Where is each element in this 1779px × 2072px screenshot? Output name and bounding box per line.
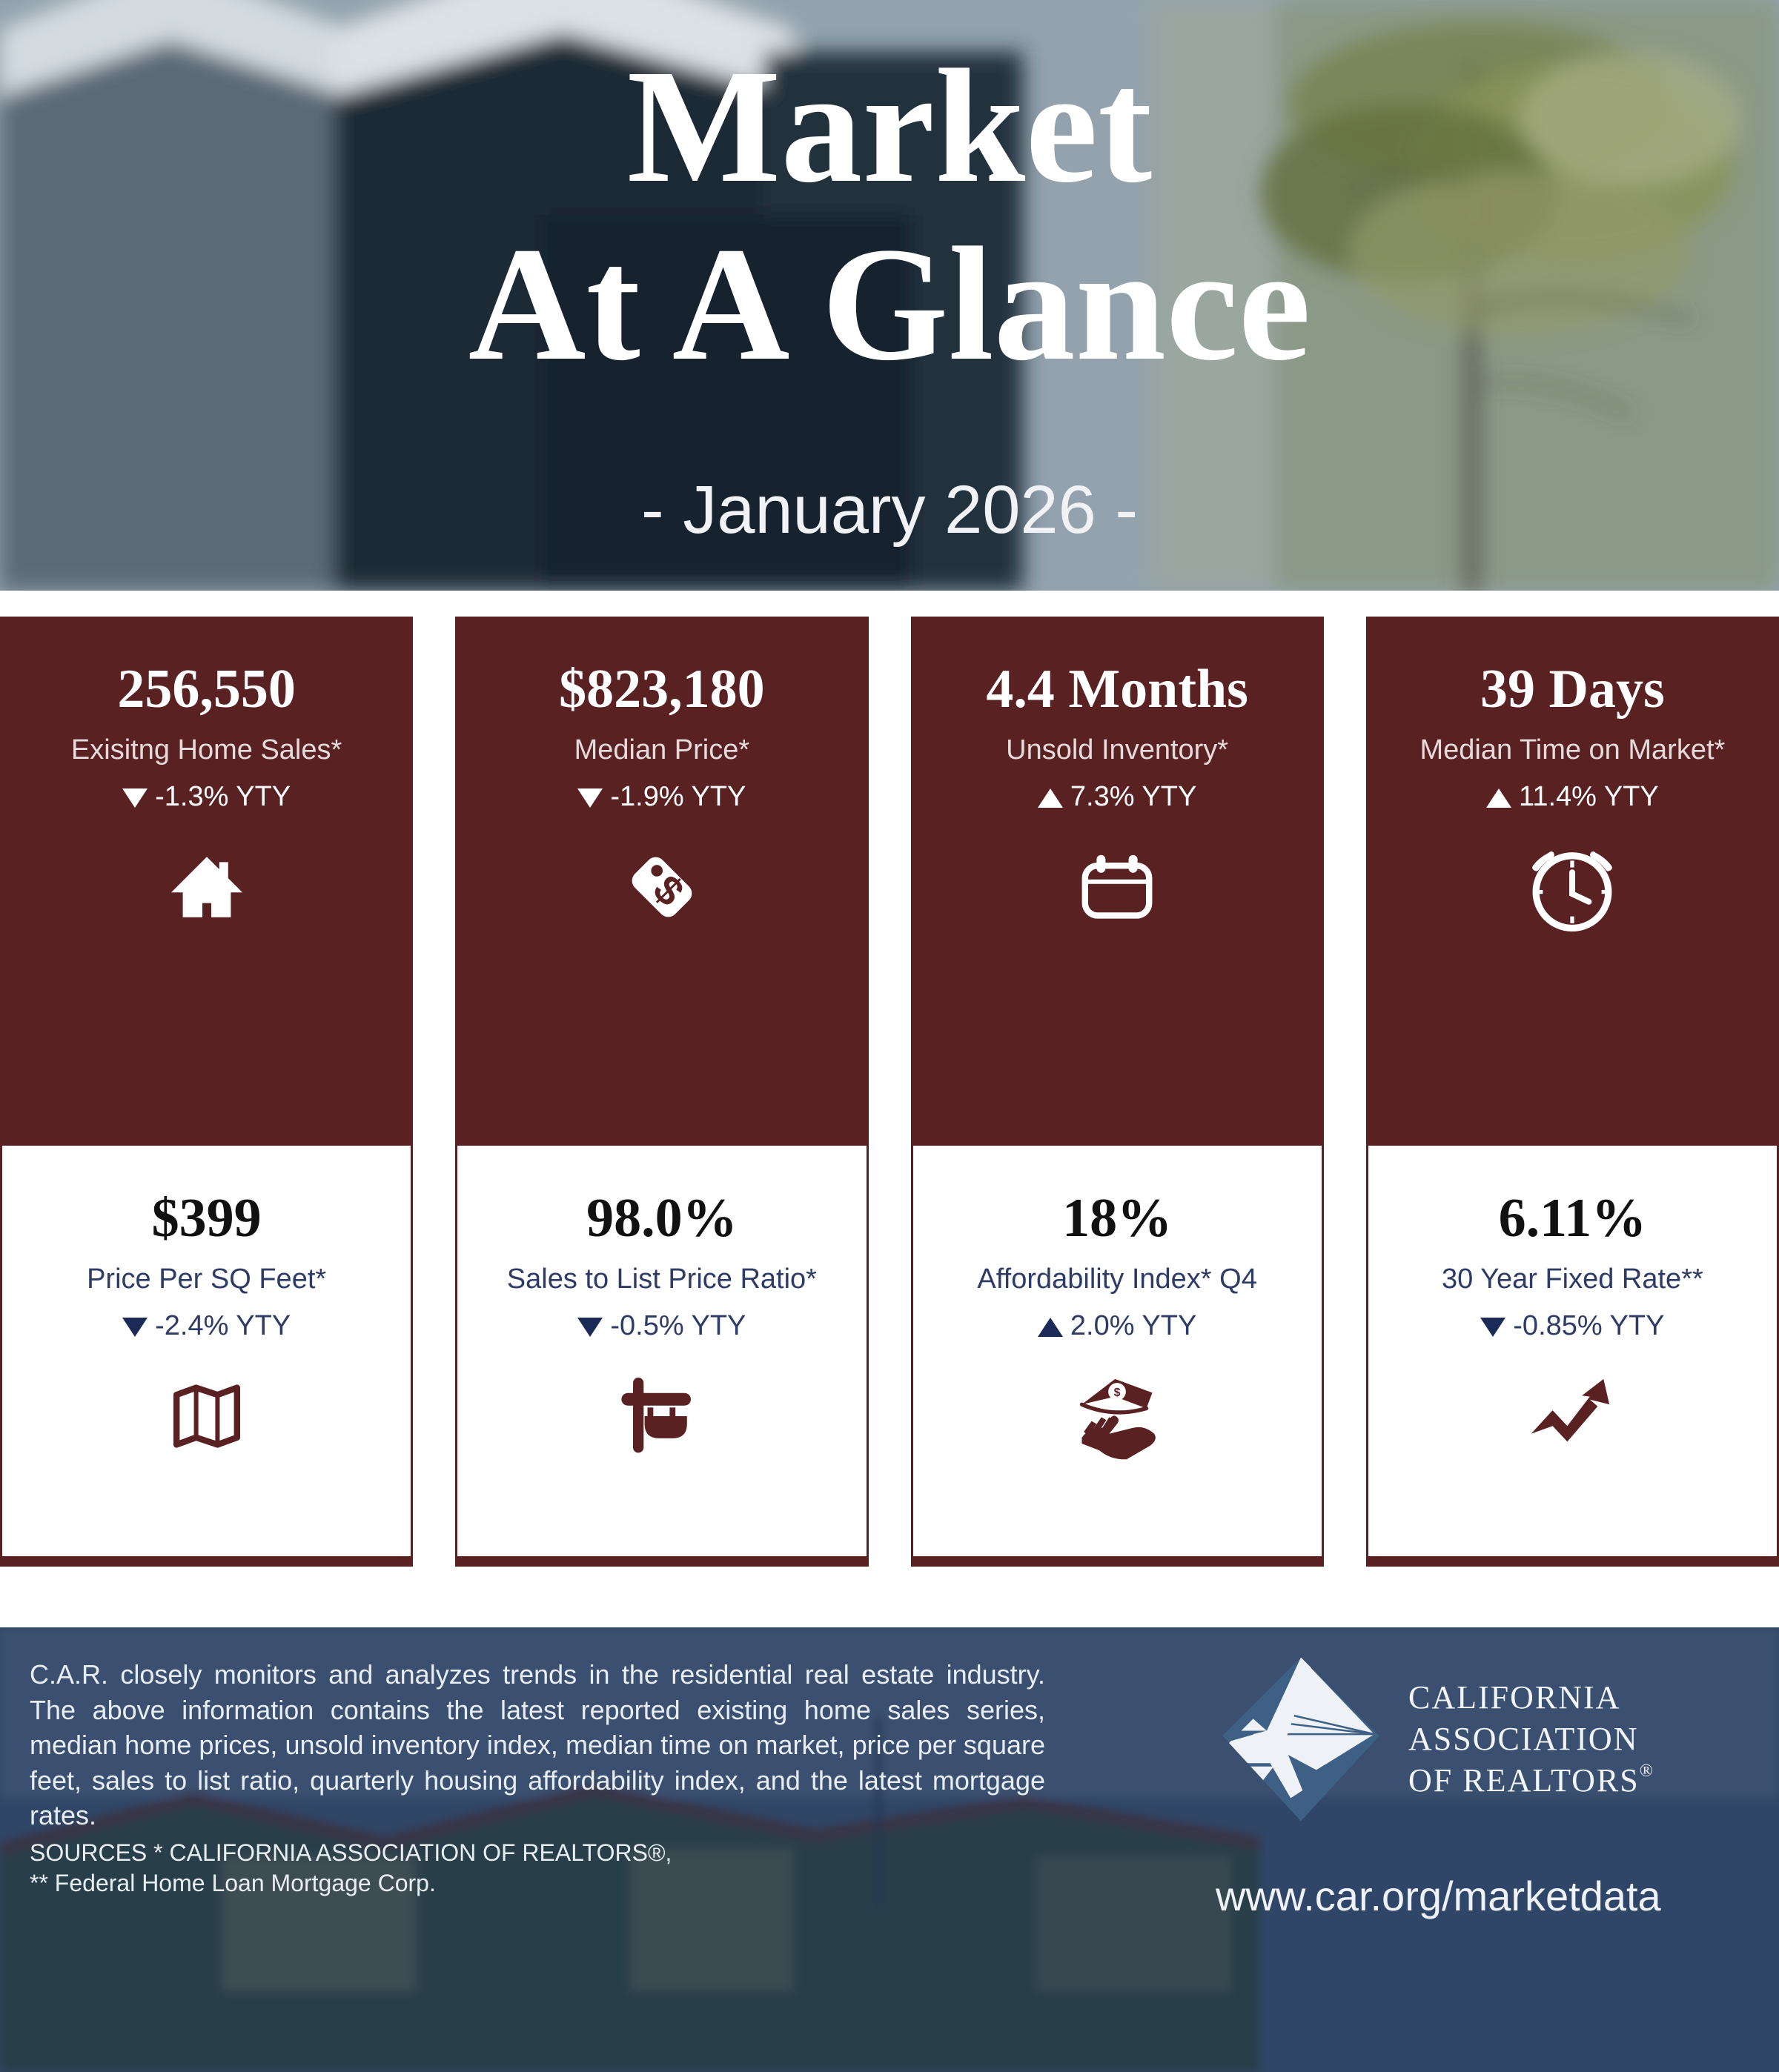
svg-text:$: $ xyxy=(1114,1387,1121,1399)
